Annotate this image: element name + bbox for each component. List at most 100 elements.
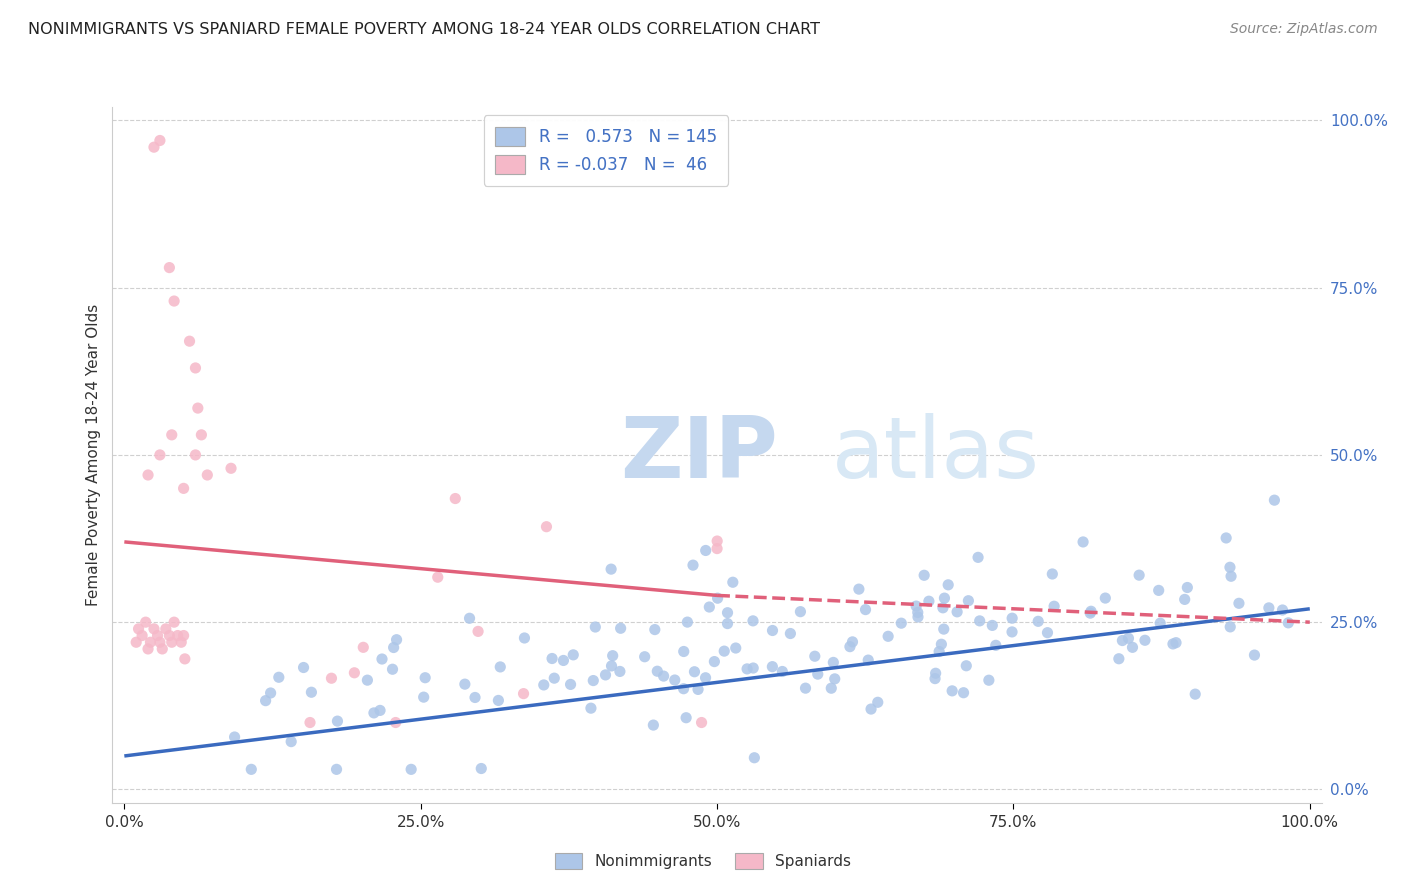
- Point: [486, 693, 509, 707]
- Point: [536, 519, 558, 533]
- Point: [562, 648, 585, 662]
- Text: Source: ZipAtlas.com: Source: ZipAtlas.com: [1230, 22, 1378, 37]
- Point: [1036, 625, 1059, 640]
- Point: [941, 684, 963, 698]
- Point: [454, 677, 477, 691]
- Text: atlas: atlas: [832, 413, 1040, 497]
- Point: [163, 294, 186, 309]
- Point: [170, 635, 193, 649]
- Point: [1108, 652, 1130, 666]
- Point: [672, 644, 695, 658]
- Point: [385, 632, 408, 647]
- Point: [924, 666, 946, 681]
- Point: [1001, 611, 1024, 625]
- Point: [139, 635, 162, 649]
- Point: [1220, 569, 1243, 583]
- Point: [267, 670, 290, 684]
- Point: [1078, 606, 1101, 620]
- Point: [135, 615, 157, 630]
- Point: [467, 624, 489, 639]
- Point: [600, 659, 623, 673]
- Point: [155, 622, 177, 636]
- Point: [1149, 616, 1171, 631]
- Point: [553, 653, 575, 667]
- Point: [254, 693, 277, 707]
- Point: [716, 616, 738, 631]
- Point: [149, 134, 172, 148]
- Point: [742, 614, 765, 628]
- Point: [458, 611, 481, 625]
- Point: [512, 687, 534, 701]
- Point: [1026, 615, 1049, 629]
- Point: [932, 600, 955, 615]
- Point: [744, 750, 766, 764]
- Point: [298, 715, 321, 730]
- Point: [969, 614, 991, 628]
- Point: [173, 628, 195, 642]
- Point: [907, 606, 929, 620]
- Point: [652, 669, 675, 683]
- Point: [761, 659, 783, 673]
- Point: [1271, 603, 1294, 617]
- Point: [381, 662, 404, 676]
- Point: [1128, 568, 1150, 582]
- Point: [541, 651, 564, 665]
- Point: [695, 543, 717, 558]
- Point: [724, 640, 747, 655]
- Point: [686, 682, 709, 697]
- Point: [280, 734, 302, 748]
- Point: [356, 673, 378, 688]
- Point: [602, 648, 624, 663]
- Point: [1133, 633, 1156, 648]
- Point: [1043, 599, 1066, 614]
- Point: [1257, 600, 1279, 615]
- Point: [150, 642, 173, 657]
- Point: [368, 703, 391, 717]
- Legend: Nonimmigrants, Spaniards: Nonimmigrants, Spaniards: [548, 847, 858, 875]
- Point: [600, 562, 623, 576]
- Point: [412, 690, 434, 705]
- Point: [946, 605, 969, 619]
- Point: [1277, 615, 1299, 630]
- Point: [1263, 493, 1285, 508]
- Point: [918, 594, 941, 608]
- Point: [841, 635, 863, 649]
- Point: [643, 718, 665, 732]
- Point: [160, 635, 183, 649]
- Point: [699, 600, 721, 615]
- Point: [713, 644, 735, 658]
- Point: [143, 140, 166, 154]
- Point: [848, 582, 870, 596]
- Point: [146, 628, 169, 642]
- Point: [609, 621, 631, 635]
- Point: [770, 665, 793, 679]
- Point: [928, 644, 950, 658]
- Point: [860, 702, 883, 716]
- Point: [936, 578, 959, 592]
- Point: [1184, 687, 1206, 701]
- Point: [858, 653, 880, 667]
- Point: [957, 593, 980, 607]
- Point: [143, 622, 166, 636]
- Point: [470, 762, 492, 776]
- Point: [716, 606, 738, 620]
- Legend: R =   0.573   N = 145, R = -0.037   N =  46: R = 0.573 N = 145, R = -0.037 N = 46: [484, 115, 728, 186]
- Point: [259, 686, 281, 700]
- Point: [690, 715, 713, 730]
- Point: [952, 686, 974, 700]
- Point: [967, 550, 990, 565]
- Point: [321, 671, 343, 685]
- Point: [292, 660, 315, 674]
- Point: [543, 671, 565, 685]
- Point: [136, 468, 159, 483]
- Point: [706, 591, 728, 606]
- Point: [761, 624, 783, 638]
- Point: [190, 428, 212, 442]
- Point: [131, 628, 153, 642]
- Point: [352, 640, 374, 655]
- Point: [1094, 591, 1116, 605]
- Point: [984, 638, 1007, 652]
- Point: [981, 618, 1004, 632]
- Point: [384, 715, 406, 730]
- Point: [157, 628, 180, 642]
